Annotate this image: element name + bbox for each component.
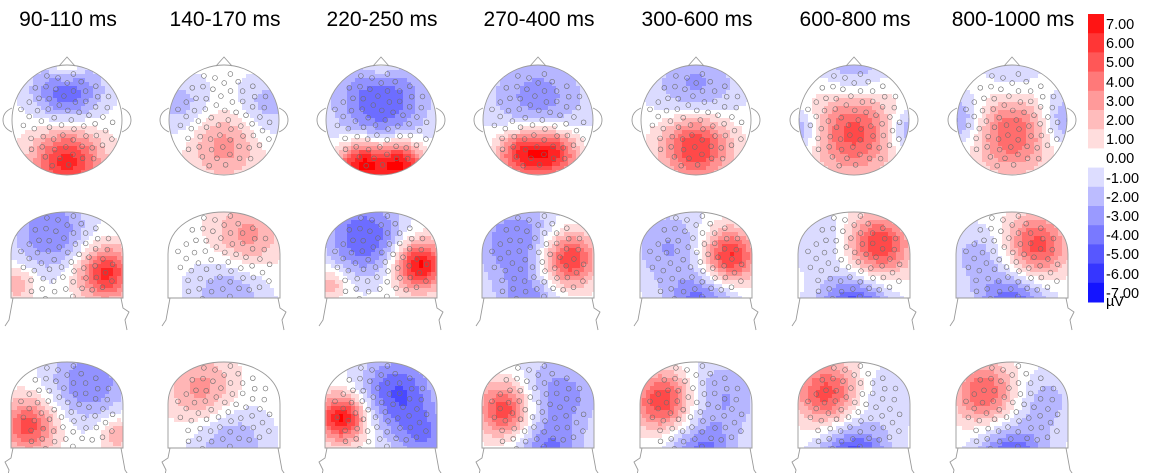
topomap-top-view bbox=[159, 56, 289, 176]
topomap-right-view bbox=[791, 211, 917, 331]
colorbar-tick-label: -4.00 bbox=[1106, 228, 1139, 244]
colorbar-tick-label: -5.00 bbox=[1106, 247, 1139, 263]
topomap-right-view bbox=[318, 211, 444, 331]
topomap-top-view bbox=[789, 56, 919, 176]
topomap-right-view bbox=[161, 211, 287, 331]
colorbar bbox=[1088, 14, 1104, 303]
colorbar-tick-label: -3.00 bbox=[1106, 209, 1139, 225]
time-window-label: 300-600 ms bbox=[627, 8, 767, 32]
topomap-top-view bbox=[2, 56, 132, 176]
colorbar-tick-label: -7.00 bbox=[1106, 286, 1139, 302]
colorbar-tick-label: 4.00 bbox=[1106, 75, 1134, 91]
topomap-left-view bbox=[161, 361, 285, 473]
topomap-right-view bbox=[949, 211, 1075, 331]
topomap-left-view bbox=[4, 361, 128, 473]
time-window-label: 90-110 ms bbox=[0, 8, 138, 32]
topomap-right-view bbox=[4, 211, 130, 331]
colorbar-unit-label: µV bbox=[1106, 294, 1124, 310]
colorbar-tick-label: -6.00 bbox=[1106, 267, 1139, 283]
topomap-top-view bbox=[473, 56, 603, 176]
colorbar-tick-label: 3.00 bbox=[1106, 94, 1134, 110]
colorbar-tick-label: 5.00 bbox=[1106, 55, 1134, 71]
time-window-label: 220-250 ms bbox=[312, 8, 452, 32]
topomap-left-view bbox=[949, 361, 1073, 473]
colorbar-tick-label: -2.00 bbox=[1106, 190, 1139, 206]
topomap-left-view bbox=[791, 361, 915, 473]
time-window-label: 270-400 ms bbox=[469, 8, 609, 32]
topomap-left-view bbox=[475, 361, 599, 473]
time-window-label: 600-800 ms bbox=[785, 8, 925, 32]
time-window-label: 800-1000 ms bbox=[943, 8, 1083, 32]
colorbar-tick-label: 1.00 bbox=[1106, 132, 1134, 148]
topomap-top-view bbox=[947, 56, 1077, 176]
topomap-top-view bbox=[316, 56, 446, 176]
topomap-right-view bbox=[633, 211, 759, 331]
topomap-left-view bbox=[318, 361, 442, 473]
topomap-left-view bbox=[633, 361, 757, 473]
colorbar-tick-label: 0.00 bbox=[1106, 151, 1134, 167]
colorbar-tick-label: 7.00 bbox=[1106, 17, 1134, 33]
colorbar-tick-label: 6.00 bbox=[1106, 36, 1134, 52]
colorbar-tick-label: -1.00 bbox=[1106, 171, 1139, 187]
topomap-right-view bbox=[475, 211, 601, 331]
colorbar-tick-label: 2.00 bbox=[1106, 113, 1134, 129]
time-window-label: 140-170 ms bbox=[155, 8, 295, 32]
topomap-top-view bbox=[631, 56, 761, 176]
